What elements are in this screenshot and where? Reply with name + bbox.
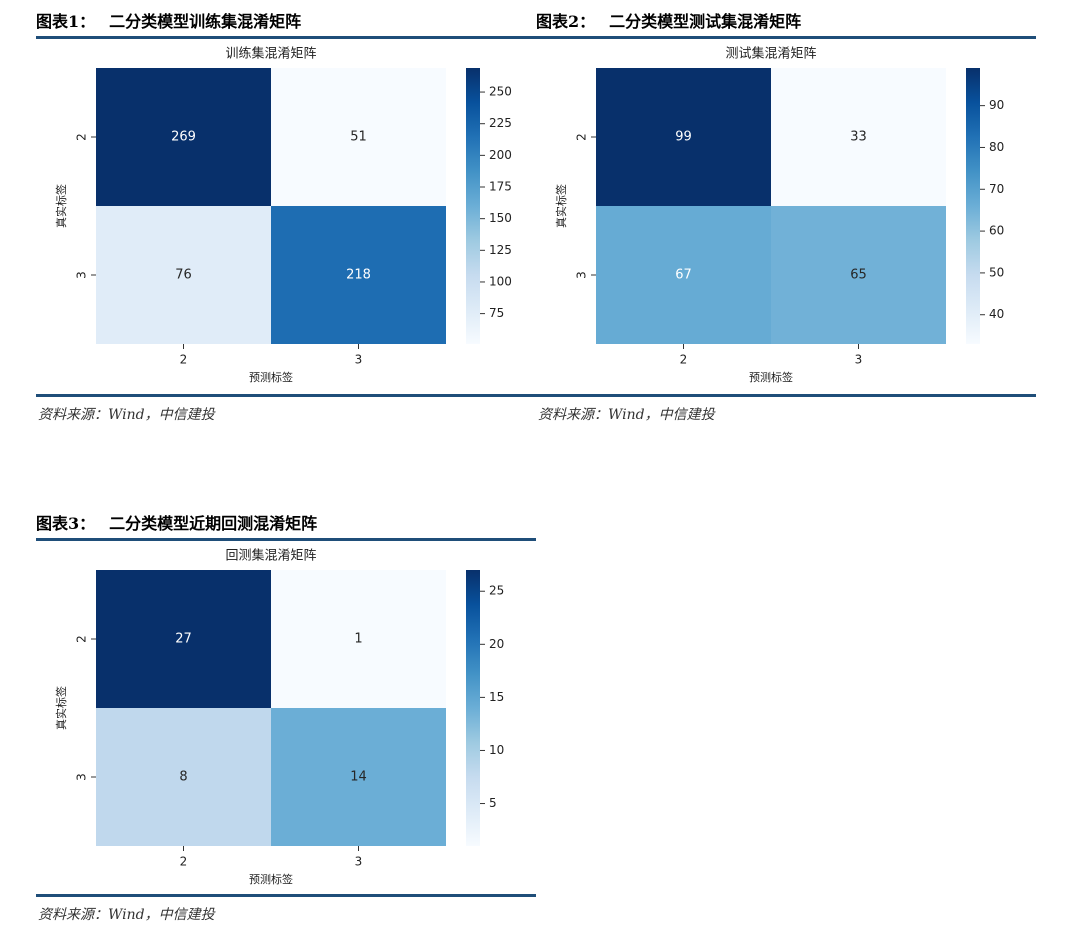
figure-3-label: 图表3： [36, 514, 96, 533]
y-tick-label: 3 [75, 773, 89, 781]
figure-3-bottom-rule [36, 894, 536, 897]
y-axis-label: 真实标签 [54, 686, 68, 730]
figure-3-title: 图表3： 二分类模型近期回测混淆矩阵 [36, 510, 317, 534]
colorbar [966, 68, 980, 344]
cell-value-label: 67 [675, 268, 692, 283]
colorbar-tick-label: 15 [489, 690, 504, 704]
figure-3-heatmap: 回测集混淆矩阵 27 1 8 14 2 3 预测标签 2 3 真实标签 5 10 15 20 25 [54, 548, 504, 887]
colorbar-tick-label: 100 [489, 274, 512, 288]
figure-1-title: 图表1： 二分类模型训练集混淆矩阵 [36, 8, 301, 32]
colorbar-tick-label: 20 [489, 637, 504, 651]
figure-2-title: 图表2： 二分类模型测试集混淆矩阵 [536, 8, 801, 32]
cell-value-label: 8 [179, 770, 187, 785]
colorbar-tick-label: 60 [989, 224, 1004, 238]
x-tick-label: 3 [855, 353, 863, 367]
colorbar [466, 570, 480, 846]
figure-2-title-text: 二分类模型测试集混淆矩阵 [609, 12, 802, 31]
colorbar-tick-label: 80 [989, 140, 1004, 154]
heatmap-cell-1-1 [271, 206, 446, 344]
x-tick-label: 2 [180, 855, 188, 869]
colorbar-tick-label: 250 [489, 85, 512, 99]
heatmap-cell-1-0 [96, 206, 271, 344]
x-axis-label: 预测标签 [249, 370, 293, 384]
colorbar-tick-label: 5 [489, 796, 497, 810]
cell-value-label: 1 [354, 632, 362, 647]
heatmap-cell-0-0 [596, 68, 771, 206]
colorbar-tick-label: 50 [989, 265, 1004, 279]
figure-1-bottom-rule [36, 394, 536, 397]
heatmap-title: 回测集混淆矩阵 [225, 548, 316, 564]
x-axis-label: 预测标签 [249, 872, 293, 886]
figure-1-heatmap: 训练集混淆矩阵 269 51 76 218 2 3 预测标签 2 3 真实标签 75 100 125 150… [54, 46, 512, 385]
colorbar-tick-label: 10 [489, 743, 504, 757]
colorbar-tick-label: 175 [489, 180, 512, 194]
colorbar-tick-label: 70 [989, 182, 1004, 196]
figure-1-title-text: 二分类模型训练集混淆矩阵 [109, 12, 302, 31]
cell-value-label: 76 [175, 268, 192, 283]
cell-value-label: 65 [850, 268, 867, 283]
cell-value-label: 218 [346, 268, 371, 283]
y-tick-label: 2 [575, 133, 589, 141]
colorbar [466, 68, 480, 344]
heatmap-title: 训练集混淆矩阵 [225, 46, 316, 62]
y-axis-label: 真实标签 [554, 184, 568, 228]
heatmap-cell-1-0 [96, 708, 271, 846]
heatmap-title: 测试集混淆矩阵 [725, 46, 816, 62]
figure-3: 图表3： 二分类模型近期回测混淆矩阵 回测集混淆矩阵 27 1 8 14 2 3 预测标签 2 3 真… [36, 510, 536, 930]
figure-1-label: 图表1： [36, 12, 96, 31]
y-tick-label: 3 [75, 271, 89, 279]
colorbar-tick-label: 90 [989, 98, 1004, 112]
y-tick-label: 2 [75, 133, 89, 141]
y-tick-label: 2 [75, 635, 89, 643]
cell-value-label: 27 [175, 632, 192, 647]
x-tick-label: 3 [355, 855, 363, 869]
colorbar-tick-label: 125 [489, 243, 512, 257]
figure-2-bottom-rule [536, 394, 1036, 397]
heatmap-cell-1-1 [271, 708, 446, 846]
cell-value-label: 14 [350, 770, 367, 785]
figure-3-source: 资料来源：Wind，中信建投 [38, 907, 215, 923]
figure-2: 图表2： 二分类模型测试集混淆矩阵 测试集混淆矩阵 99 33 67 65 2 3 预测标签 2 3… [536, 8, 1036, 428]
x-tick-label: 3 [355, 353, 363, 367]
figure-1-top-rule [36, 36, 536, 39]
figure-2-heatmap: 测试集混淆矩阵 99 33 67 65 2 3 预测标签 2 3 真实标签 40 50 60 70 80 90 [554, 46, 1004, 385]
figure-2-label: 图表2： [536, 12, 596, 31]
y-axis-label: 真实标签 [54, 184, 68, 228]
figure-1-source: 资料来源：Wind，中信建投 [38, 407, 215, 423]
figure-2-top-rule [536, 36, 1036, 39]
figure-1: 图表1： 二分类模型训练集混淆矩阵 训练集混淆矩阵 269 51 76 218 2 3 预测标签… [36, 8, 536, 428]
cell-value-label: 99 [675, 130, 692, 145]
x-axis-label: 预测标签 [749, 370, 793, 384]
colorbar-tick-label: 25 [489, 584, 504, 598]
cell-value-label: 269 [171, 130, 196, 145]
colorbar-tick-label: 40 [989, 307, 1004, 321]
x-tick-label: 2 [180, 353, 188, 367]
heatmap-cell-1-0 [596, 206, 771, 344]
colorbar-tick-label: 150 [489, 211, 512, 225]
cell-value-label: 33 [850, 130, 867, 145]
heatmap-cell-1-1 [771, 206, 946, 344]
heatmap-cell-0-1 [271, 570, 446, 708]
colorbar-tick-label: 75 [489, 306, 504, 320]
figure-3-title-text: 二分类模型近期回测混淆矩阵 [109, 514, 318, 533]
colorbar-tick-label: 225 [489, 116, 512, 130]
figure-3-top-rule [36, 538, 536, 541]
cell-value-label: 51 [350, 130, 367, 145]
heatmap-cell-0-1 [271, 68, 446, 206]
heatmap-cell-0-0 [96, 570, 271, 708]
heatmap-cell-0-0 [96, 68, 271, 206]
colorbar-tick-label: 200 [489, 148, 512, 162]
figure-2-source: 资料来源：Wind，中信建投 [538, 407, 715, 423]
heatmap-cell-0-1 [771, 68, 946, 206]
y-tick-label: 3 [575, 271, 589, 279]
x-tick-label: 2 [680, 353, 688, 367]
